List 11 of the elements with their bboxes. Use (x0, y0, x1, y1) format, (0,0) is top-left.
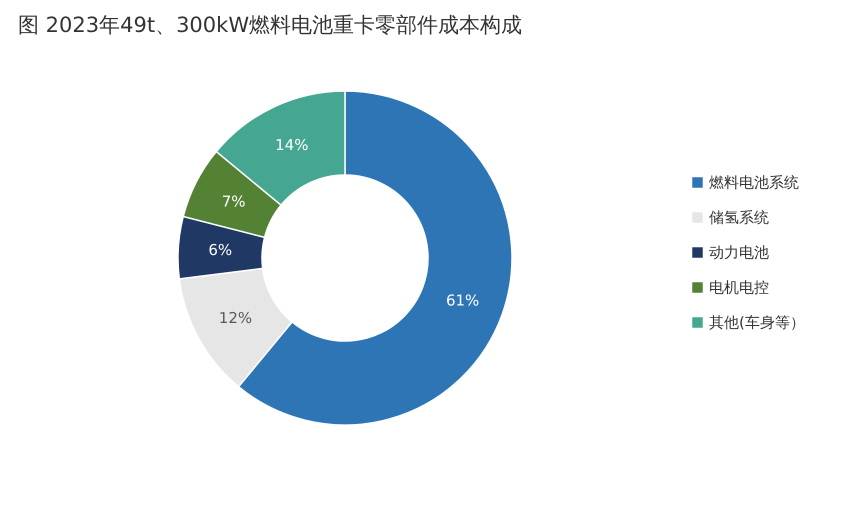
legend-label: 其他(车身等） (709, 314, 805, 332)
legend-label: 储氢系统 (709, 208, 769, 226)
legend-label: 动力电池 (709, 244, 769, 262)
legend-label: 燃料电池系统 (709, 174, 799, 192)
data-label: 14% (275, 136, 308, 154)
chart-title: 图 2023年49t、300kW燃料电池重卡零部件成本构成 (18, 13, 522, 37)
legend-label: 电机电控 (709, 278, 769, 296)
data-label: 61% (446, 291, 480, 310)
data-label: 7% (222, 192, 246, 210)
data-label: 12% (218, 309, 252, 328)
data-label: 6% (208, 241, 232, 260)
